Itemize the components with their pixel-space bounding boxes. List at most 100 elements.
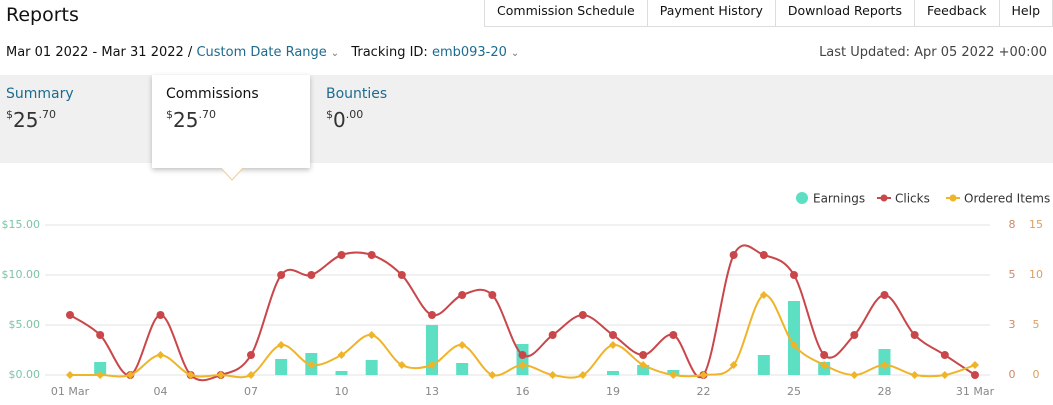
y-tick-label: $5.00 xyxy=(9,318,41,331)
tab-label: Commissions xyxy=(166,86,259,102)
x-tick-label: 25 xyxy=(787,385,801,398)
point xyxy=(669,331,678,339)
bar xyxy=(335,371,348,375)
currency: $ xyxy=(166,108,173,121)
point xyxy=(639,361,648,369)
legend-label: Earnings xyxy=(813,192,865,206)
bar xyxy=(788,301,800,375)
point xyxy=(96,331,105,339)
legend-label: Clicks xyxy=(895,192,930,206)
point xyxy=(578,371,587,379)
point xyxy=(156,351,165,359)
x-tick-label: 01 Mar xyxy=(51,385,90,398)
point xyxy=(66,371,74,379)
x-tick-label: 07 xyxy=(244,385,258,398)
point xyxy=(910,331,919,339)
bar xyxy=(607,371,619,375)
point xyxy=(307,361,316,369)
x-tick-label: 22 xyxy=(697,385,711,398)
tracking-id[interactable]: emb093-20 xyxy=(431,45,507,60)
point xyxy=(488,291,497,299)
nav-button[interactable]: Download Reports xyxy=(775,0,915,27)
nav-button[interactable]: Payment History xyxy=(647,0,776,27)
tab-amount: $25.70 xyxy=(6,108,138,132)
nav-button[interactable]: Commission Schedule xyxy=(484,0,648,27)
x-tick-label: 10 xyxy=(335,385,349,398)
point xyxy=(307,271,316,279)
point xyxy=(669,371,678,379)
legend-swatch xyxy=(796,192,808,204)
point xyxy=(759,251,768,259)
y-tick-label: 5 xyxy=(1009,268,1016,281)
tab[interactable]: Bounties $0.00 xyxy=(320,75,470,163)
point xyxy=(186,371,195,379)
point xyxy=(518,361,527,369)
currency: $ xyxy=(326,108,333,121)
y-tick-label: 15 xyxy=(1029,218,1043,231)
date-range: Mar 01 2022 - Mar 31 2022 / xyxy=(6,45,193,60)
whole: 25 xyxy=(173,108,199,132)
point xyxy=(971,361,979,369)
point xyxy=(277,271,286,279)
bar xyxy=(275,359,288,375)
point xyxy=(337,351,346,359)
point xyxy=(428,361,436,369)
point xyxy=(759,291,768,299)
point xyxy=(790,271,798,279)
y-tick-label: 0 xyxy=(1033,368,1040,381)
bar xyxy=(757,355,770,375)
chart: $0.00 $5.00 $10.00 $15.00 0 3 5 8 0 5 10 15 01 Mar 04… xyxy=(2,168,1050,398)
point xyxy=(66,311,74,319)
point xyxy=(156,311,165,319)
point xyxy=(729,361,738,369)
x-tick-label: 19 xyxy=(606,385,620,398)
point xyxy=(96,371,105,379)
y-tick-label: $0.00 xyxy=(9,368,41,381)
point xyxy=(790,341,798,349)
point xyxy=(488,371,497,379)
y-tick-label: 8 xyxy=(1009,218,1016,231)
point xyxy=(820,351,829,359)
caret: ⌄ xyxy=(510,48,520,59)
date-picker[interactable]: Custom Date Range xyxy=(196,45,327,60)
point xyxy=(126,371,135,379)
nav-button[interactable]: Help xyxy=(999,0,1053,27)
point xyxy=(729,251,738,259)
point xyxy=(880,291,889,299)
point xyxy=(247,351,255,359)
point xyxy=(699,371,708,379)
y-tick-label: 3 xyxy=(1009,318,1016,331)
page-title: Reports xyxy=(6,4,79,26)
tab-selected[interactable]: Commissions $25.70 xyxy=(152,75,310,168)
caret: ⌄ xyxy=(330,48,340,59)
whole: 25 xyxy=(13,108,39,132)
tab-amount: $25.70 xyxy=(166,108,296,132)
x-tick-label: 04 xyxy=(154,385,168,398)
fraction: .70 xyxy=(198,108,216,121)
point xyxy=(609,341,617,349)
point xyxy=(277,341,286,349)
point xyxy=(367,331,376,339)
point xyxy=(940,351,949,359)
point xyxy=(578,311,587,319)
point xyxy=(850,371,859,379)
point xyxy=(548,331,557,339)
nav-bar: Commission Schedule Payment History Down… xyxy=(484,0,1053,27)
y-tick-label: 5 xyxy=(1033,318,1040,331)
y-tick-label: 0 xyxy=(1009,368,1016,381)
point xyxy=(458,341,467,349)
point xyxy=(397,271,406,279)
whole: 0 xyxy=(333,108,346,132)
y-tick-label: $10.00 xyxy=(2,268,41,281)
point xyxy=(609,331,617,339)
x-tick-label: 16 xyxy=(516,385,530,398)
tab[interactable]: Summary $25.70 xyxy=(0,75,152,163)
tracking-label: Tracking ID: xyxy=(351,45,428,60)
bar xyxy=(94,362,107,375)
point xyxy=(548,371,557,379)
point xyxy=(428,311,436,319)
point xyxy=(458,291,467,299)
nav-button[interactable]: Feedback xyxy=(914,0,1000,27)
bar xyxy=(456,363,469,375)
